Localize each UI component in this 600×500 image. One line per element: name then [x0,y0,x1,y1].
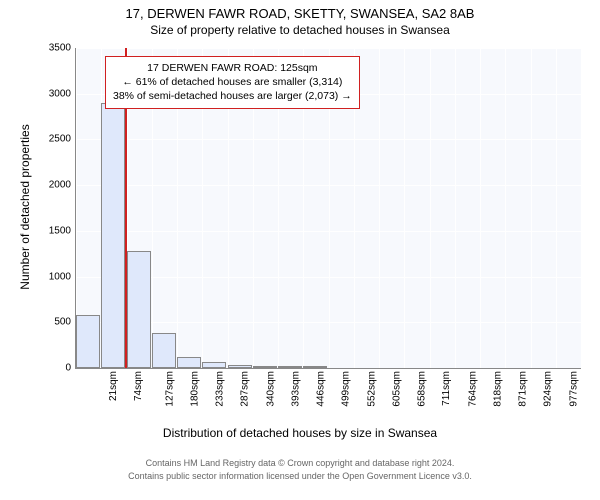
histogram-bar [228,365,252,368]
x-tick-label: 499sqm [341,371,352,407]
x-tick-label: 287sqm [240,371,251,407]
histogram-bar [278,366,302,368]
property-annotation-box: 17 DERWEN FAWR ROAD: 125sqm ← 61% of det… [105,56,360,109]
histogram-bar [303,366,327,368]
x-tick-label: 233sqm [215,371,226,407]
histogram-bar [101,103,125,368]
gridline-vertical [455,48,456,368]
histogram-bar [177,357,201,368]
title-main: 17, DERWEN FAWR ROAD, SKETTY, SWANSEA, S… [0,0,600,21]
y-tick-label: 1000 [37,271,71,282]
x-tick-label: 764sqm [467,371,478,407]
footer-copyright-1: Contains HM Land Registry data © Crown c… [0,458,600,468]
gridline-vertical [531,48,532,368]
x-tick-label: 818sqm [492,371,503,407]
x-tick-label: 446sqm [316,371,327,407]
x-tick-label: 21sqm [108,371,119,401]
x-tick-label: 180sqm [189,371,200,407]
y-tick-label: 1500 [37,225,71,236]
annotation-line1: 17 DERWEN FAWR ROAD: 125sqm [113,61,352,75]
y-tick-label: 500 [37,317,71,328]
x-tick-label: 605sqm [391,371,402,407]
x-tick-label: 871sqm [518,371,529,407]
x-tick-label: 74sqm [133,371,144,401]
gridline-vertical [480,48,481,368]
y-axis-label: Number of detached properties [18,107,32,307]
annotation-line3: 38% of semi-detached houses are larger (… [113,89,352,103]
x-tick-label: 924sqm [543,371,554,407]
histogram-bar [127,251,151,368]
y-tick-label: 3500 [37,43,71,54]
annotation-line2: ← 61% of detached houses are smaller (3,… [113,75,352,89]
histogram-bar [253,366,277,368]
gridline-vertical [404,48,405,368]
y-tick-label: 0 [37,363,71,374]
x-tick-label: 711sqm [441,371,452,406]
x-tick-label: 658sqm [417,371,428,407]
x-tick-label: 393sqm [290,371,301,407]
y-tick-label: 3000 [37,88,71,99]
gridline-vertical [556,48,557,368]
gridline-vertical [379,48,380,368]
x-tick-label: 127sqm [164,371,175,407]
gridline-vertical [581,48,582,368]
x-axis-label: Distribution of detached houses by size … [0,426,600,440]
y-tick-label: 2000 [37,180,71,191]
histogram-bar [76,315,100,368]
gridline-vertical [430,48,431,368]
histogram-bar [202,362,226,368]
histogram-bar [152,333,176,368]
x-tick-label: 977sqm [568,371,579,407]
footer-copyright-2: Contains public sector information licen… [0,471,600,481]
x-tick-label: 340sqm [265,371,276,407]
x-tick-label: 552sqm [366,371,377,407]
y-tick-label: 2500 [37,134,71,145]
title-sub: Size of property relative to detached ho… [0,23,600,37]
gridline-vertical [505,48,506,368]
